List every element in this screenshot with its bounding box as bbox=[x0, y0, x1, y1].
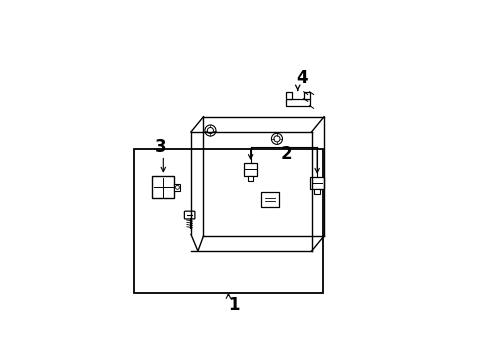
Bar bbox=[247, 176, 253, 181]
Bar bbox=[261, 192, 279, 207]
Text: 2: 2 bbox=[280, 145, 292, 163]
Bar bbox=[244, 163, 257, 176]
Bar bbox=[285, 92, 291, 99]
Bar bbox=[310, 177, 323, 189]
Text: 4: 4 bbox=[295, 69, 307, 87]
Text: 3: 3 bbox=[154, 138, 166, 156]
FancyBboxPatch shape bbox=[184, 211, 195, 219]
Bar bbox=[303, 92, 309, 99]
Bar bbox=[174, 184, 180, 191]
Bar bbox=[134, 149, 322, 293]
Bar bbox=[152, 176, 174, 198]
Text: 1: 1 bbox=[228, 296, 239, 314]
Bar bbox=[285, 99, 309, 105]
Bar bbox=[314, 189, 319, 194]
